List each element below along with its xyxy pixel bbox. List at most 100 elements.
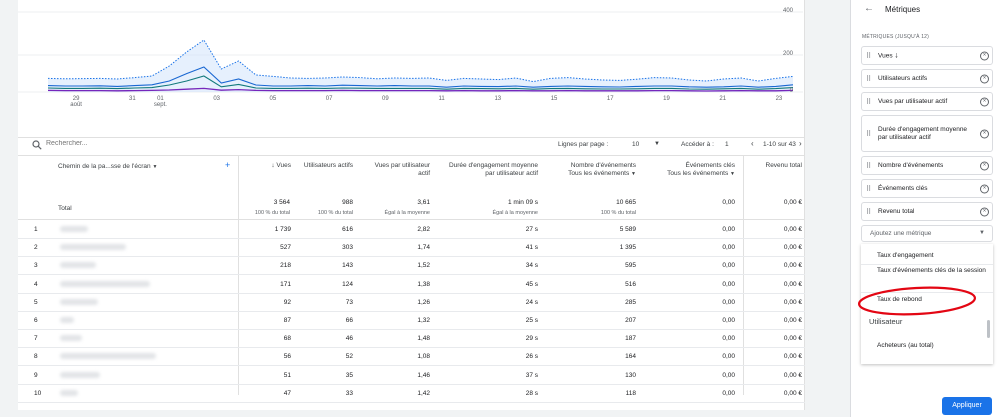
- dimension-header[interactable]: Chemin de la pa...sse de l'écran ▼: [58, 163, 157, 171]
- col-header-vues[interactable]: ↓ Vues: [244, 162, 291, 170]
- table-cell: 1,48: [417, 335, 430, 343]
- add-dimension-icon[interactable]: +: [225, 160, 231, 170]
- metric-chip[interactable]: ⠿ Utilisateurs actifs ×: [861, 69, 993, 88]
- x-tick-label: 09: [377, 96, 393, 102]
- table-row[interactable]: 8 56 52 1,08 26 s 164 0,00 0,00 €: [18, 348, 805, 367]
- table-cell: 0,00 €: [783, 353, 802, 361]
- remove-metric-icon[interactable]: ×: [980, 184, 989, 193]
- table-cell: 516: [625, 280, 636, 288]
- menu-item[interactable]: Acheteurs (au total): [877, 342, 934, 349]
- chevron-down-icon[interactable]: ▼: [654, 141, 660, 147]
- metric-name: Vues: [878, 52, 893, 59]
- chevron-down-icon[interactable]: ▼: [152, 164, 158, 170]
- menu-scrollbar[interactable]: [987, 320, 990, 338]
- line-chart: 400 200 0 29 août 31 01 sept. 03 05 07 09 11 13 15 1…: [18, 0, 805, 125]
- table-cell: 130: [625, 371, 636, 379]
- total-value: 10 665: [616, 199, 636, 206]
- metric-chip[interactable]: ⠿ Revenu total ×: [861, 202, 993, 221]
- total-sub: 100 % du total: [317, 210, 353, 216]
- table-row[interactable]: 9 51 35 1,46 37 s 130 0,00 0,00 €: [18, 367, 805, 385]
- table-row[interactable]: 3 218 143 1,52 34 s 595 0,00 0,00 €: [18, 257, 805, 276]
- col-header-filter[interactable]: Tous les événements ▼: [546, 170, 636, 178]
- table-cell: 29 s: [525, 335, 538, 343]
- chevron-down-icon: ▼: [631, 171, 636, 177]
- table-row[interactable]: 6 87 66 1,32 25 s 207 0,00 0,00 €: [18, 312, 805, 330]
- remove-metric-icon[interactable]: ×: [980, 161, 989, 170]
- col-header-key-events[interactable]: Événements clés Tous les événements ▼: [658, 162, 735, 178]
- table-cell: 51: [283, 371, 291, 379]
- table-cell: 0,00: [722, 317, 735, 324]
- drag-handle-icon[interactable]: ⠿: [866, 208, 872, 216]
- rows-per-page-select[interactable]: 10: [632, 141, 640, 148]
- next-page-icon[interactable]: ›: [799, 139, 802, 148]
- remove-metric-icon[interactable]: ×: [980, 97, 989, 106]
- redacted-path: [60, 262, 96, 269]
- x-tick-label: 17: [602, 96, 618, 102]
- add-metric-dropdown[interactable]: Ajoutez une métrique ▼: [861, 225, 993, 242]
- prev-page-icon[interactable]: ‹: [751, 139, 754, 148]
- x-tick-day: 19: [663, 96, 670, 102]
- back-arrow-icon[interactable]: ←: [864, 3, 874, 14]
- table-cell: 66: [345, 317, 353, 324]
- drag-handle-icon[interactable]: ⠿: [866, 52, 872, 60]
- x-tick-day: 11: [438, 96, 445, 102]
- table-row[interactable]: 7 68 46 1,48 29 s 187 0,00 0,00 €: [18, 330, 805, 349]
- table-cell: 0,00: [722, 280, 735, 288]
- x-tick-label: 21: [715, 96, 731, 102]
- remove-metric-icon[interactable]: ×: [980, 129, 989, 138]
- menu-item[interactable]: Taux d'événements clés de la session: [877, 267, 986, 274]
- redacted-path: [60, 389, 78, 396]
- table-cell: 616: [342, 226, 353, 233]
- table-cell: 87: [283, 317, 291, 324]
- apply-button[interactable]: Appliquer: [942, 397, 992, 415]
- col-header-filter[interactable]: Tous les événements ▼: [658, 170, 735, 178]
- metric-chip[interactable]: ⠿ Vues ↓ ×: [861, 46, 993, 65]
- drag-handle-icon[interactable]: ⠿: [866, 130, 872, 138]
- search-icon[interactable]: [32, 140, 42, 150]
- table-cell: 595: [625, 262, 636, 270]
- drag-handle-icon[interactable]: ⠿: [866, 98, 872, 106]
- drag-handle-icon[interactable]: ⠿: [866, 162, 872, 170]
- table-cell: 1,26: [417, 298, 430, 306]
- col-header-active-users[interactable]: Utilisateurs actifs: [303, 162, 353, 169]
- table-cell: 26 s: [525, 353, 538, 361]
- table-cell: 0,00: [722, 298, 735, 306]
- table-row[interactable]: 1 1 739 616 2,82 27 s 5 589 0,00 0,00 €: [18, 221, 805, 239]
- table-cell: 1,52: [417, 262, 430, 270]
- table-row[interactable]: 5 92 73 1,26 24 s 285 0,00 0,00 €: [18, 294, 805, 312]
- table-cell: 1,74: [417, 244, 430, 252]
- col-header-views-per-user[interactable]: Vues par utilisateur actif: [374, 162, 430, 177]
- table-cell: 285: [625, 298, 636, 306]
- col-header-filter-label: Tous les événements: [568, 170, 630, 177]
- col-header-label: Événements clés: [685, 162, 736, 169]
- table-cell: 2,82: [417, 226, 430, 233]
- table-row[interactable]: 10 47 33 1,42 28 s 118 0,00 0,00 €: [18, 385, 805, 403]
- menu-item[interactable]: Taux d'engagement: [877, 252, 934, 259]
- table-cell: 52: [345, 353, 353, 361]
- drag-handle-icon[interactable]: ⠿: [866, 185, 872, 193]
- metric-chip[interactable]: ⠿ Durée d'engagement moyenne par utilisa…: [861, 115, 993, 152]
- table-cell: 1 395: [619, 244, 636, 252]
- col-header-revenue[interactable]: Revenu total: [765, 162, 803, 169]
- col-header-events[interactable]: Nombre d'événements Tous les événements …: [546, 162, 636, 178]
- table-cell: 56: [283, 353, 291, 361]
- table-cell: 124: [342, 280, 353, 288]
- x-tick-month: août: [70, 102, 82, 108]
- col-header-engagement[interactable]: Durée d'engagement moyenne par utilisate…: [448, 162, 538, 177]
- remove-metric-icon[interactable]: ×: [980, 207, 989, 216]
- table-row[interactable]: 4 171 124 1,38 45 s 516 0,00 0,00 €: [18, 276, 805, 294]
- metric-chip[interactable]: ⠿ Vues par utilisateur actif ×: [861, 92, 993, 111]
- goto-input[interactable]: 1: [725, 141, 729, 148]
- table-cell: 303: [342, 244, 353, 252]
- remove-metric-icon[interactable]: ×: [980, 51, 989, 60]
- metric-chip[interactable]: ⠿ Événements clés ×: [861, 179, 993, 198]
- drag-handle-icon[interactable]: ⠿: [866, 75, 872, 83]
- total-value: 0,00 €: [783, 199, 802, 206]
- metric-chip[interactable]: ⠿ Nombre d'événements ×: [861, 156, 993, 175]
- remove-metric-icon[interactable]: ×: [980, 74, 989, 83]
- table-row[interactable]: 2 527 303 1,74 41 s 1 395 0,00 0,00 €: [18, 239, 805, 258]
- redacted-path: [60, 353, 156, 360]
- menu-item[interactable]: Taux de rebond: [877, 296, 922, 303]
- search-input[interactable]: [46, 140, 246, 147]
- table-cell: 5 589: [619, 226, 636, 233]
